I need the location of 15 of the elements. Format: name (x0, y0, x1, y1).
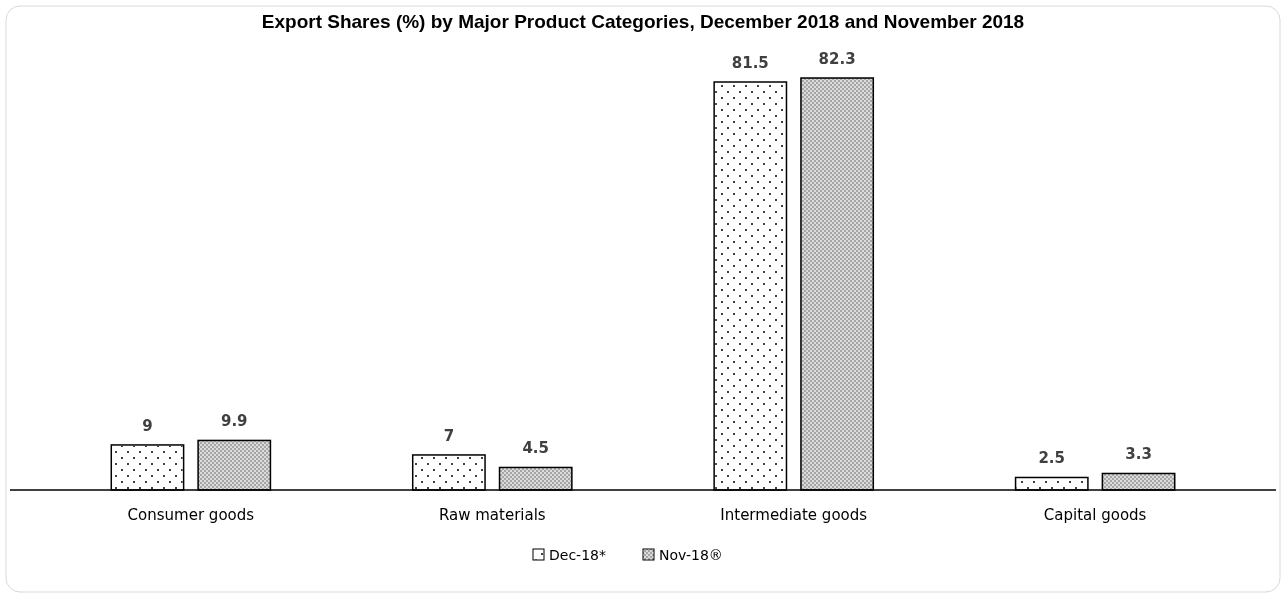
x-tick-label: Capital goods (1043, 506, 1147, 524)
legend-label: Dec-18* (549, 547, 606, 563)
data-label: 7 (443, 426, 455, 445)
data-label: 3.3 (1125, 445, 1152, 464)
x-tick-label: Raw materials (438, 506, 546, 524)
x-tick-label: Intermediate goods (720, 506, 868, 524)
chart-title: Export Shares (%) by Major Product Categories, December 2018 and November 2018 (261, 11, 1025, 32)
x-tick-label: Consumer goods (127, 506, 255, 524)
data-label: 9.9 (220, 412, 248, 431)
data-label: 82.3 (818, 50, 856, 68)
data-label: 2.5 (1038, 449, 1066, 468)
legend-label: Nov-18® (659, 547, 723, 563)
data-label: 9 (142, 416, 153, 435)
data-label: 81.5 (731, 54, 769, 72)
data-label: 4.5 (522, 439, 549, 458)
